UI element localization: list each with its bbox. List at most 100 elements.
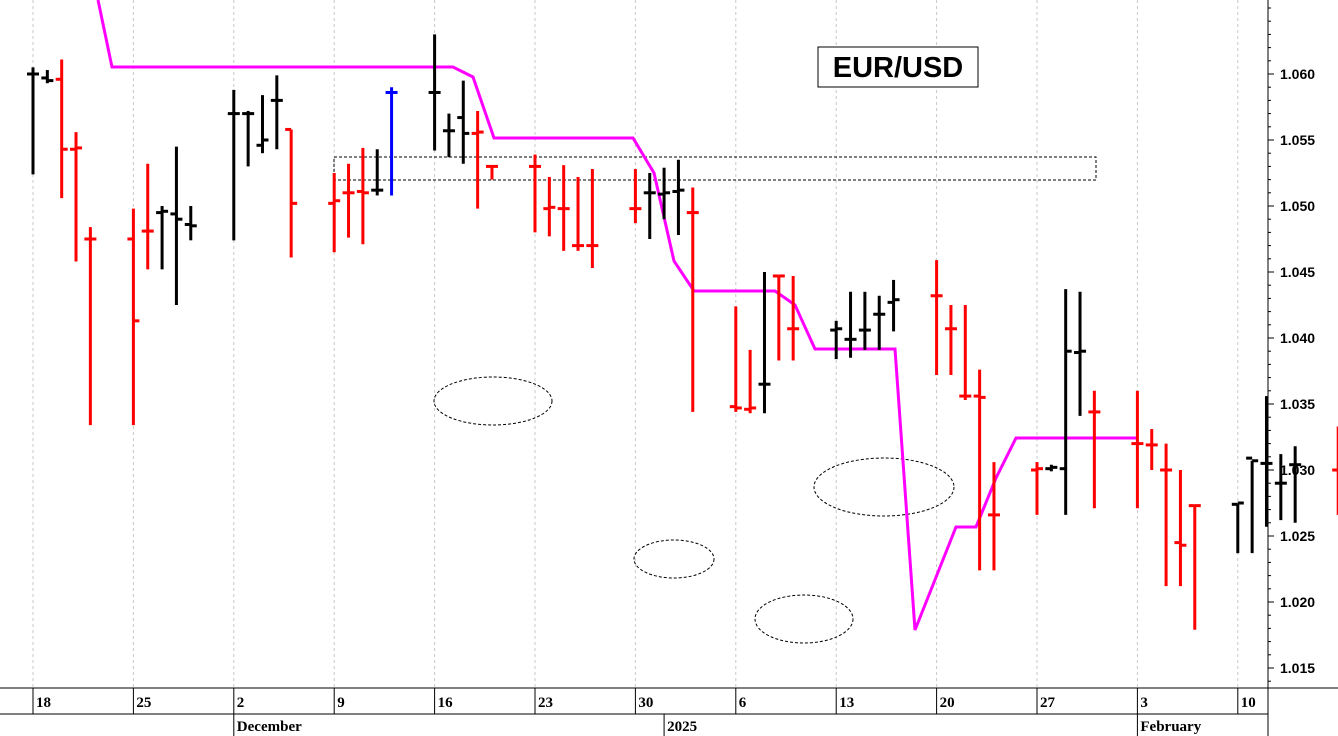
ohlc-bar-2024-12-03 [242,110,255,167]
x-tick-label-5: 23 [538,695,553,711]
chart-title: EUR/USD [833,52,964,84]
ohlc-bar-2025-01-23 [973,369,986,571]
stop-line-layer [96,0,1136,631]
ohlc-bar-2024-12-18 [457,80,470,164]
ohlc-bar-2025-02-14 [1289,446,1302,523]
ohlc-bar-2024-12-17 [442,113,455,158]
ohlc-bar-2024-11-20 [55,59,68,199]
y-tick-label-9: 1.060 [1280,66,1315,82]
ohlc-bar-2024-12-11 [356,147,369,245]
ohlc-bar-2025-01-10 [787,275,800,361]
x-tick-label-7: 6 [739,695,747,711]
ohlc-bar-2024-11-18 [27,67,39,175]
ohlc-bar-2024-12-31 [643,173,656,239]
ohlc-bar-2025-02-10 [1231,501,1244,554]
ohlc-bar-2024-12-10 [342,163,355,238]
ohlc-bar-2024-11-19 [41,70,54,84]
ohlc-bar-2024-12-27 [586,169,599,269]
ohlc-bar-2024-11-29 [184,206,197,241]
x-tick-label-9: 20 [940,695,955,711]
annotation-layer [333,156,1097,644]
title-frame [817,46,979,88]
y-tick-label-5: 1.040 [1280,330,1315,346]
x-tick-label-11: 3 [1140,695,1148,711]
low-circle-2 [633,539,715,579]
ohlc-bar-2025-02-05 [1160,443,1173,587]
ohlc-bar-2025-01-06 [729,306,742,412]
ohlc-bar-2025-02-17 [1332,426,1338,515]
ohlc-bar-2024-12-23 [529,154,541,233]
y-tick-label-1: 1.020 [1280,594,1315,610]
low-circle-1 [433,376,553,426]
y-tick-label-3: 1.030 [1280,462,1315,478]
y-tick-label-0: 1.015 [1280,660,1315,676]
ohlc-bars [27,34,1338,630]
ohlc-bar-2024-12-26 [572,176,585,251]
ohlc-bar-2025-02-03 [1131,390,1144,509]
ohlc-bar-2024-12-06 [285,127,298,258]
month-label-1: 2025 [667,719,697,735]
ohlc-bar-2025-01-01 [658,167,671,220]
ohlc-bar-2024-12-04 [256,95,269,154]
ohlc-bar-2025-01-15 [858,291,871,350]
x-tick-label-1: 25 [136,695,151,711]
ohlc-bar-2025-01-16 [873,295,886,350]
ohlc-bar-2024-12-20 [485,164,498,180]
x-tick-label-0: 18 [36,695,51,711]
ohlc-bar-2025-02-04 [1145,429,1158,470]
ohlc-bar-2024-12-09 [328,173,341,253]
x-tick-label-3: 9 [337,695,345,711]
x-tick-label-10: 27 [1040,695,1056,711]
ohlc-bar-2025-01-08 [758,272,771,414]
ohlc-bar-2025-01-03 [686,187,699,412]
ohlc-bar-2024-12-05 [270,75,283,150]
ohlc-bar-2024-12-13 [385,87,398,196]
ohlc-bar-2025-01-17 [887,279,900,332]
ohlc-bar-2024-12-24 [543,176,556,237]
x-tick-label-4: 16 [438,695,454,711]
x-tick-label-6: 30 [638,695,653,711]
ohlc-bar-2025-02-11 [1246,456,1259,554]
ohlc-bar-2024-11-27 [156,206,169,270]
ohlc-bar-2024-11-26 [141,163,154,270]
ohlc-bar-2025-01-24 [987,462,1000,571]
ohlc-bar-2024-11-22 [84,227,97,426]
ohlc-bar-2024-12-02 [227,89,240,241]
ohlc-bar-2025-01-02 [672,159,685,236]
y-tick-label-6: 1.045 [1280,264,1315,280]
ohlc-bar-2025-01-28 [1045,464,1058,472]
ohlc-bar-2024-12-30 [629,169,642,224]
ohlc-bar-2024-11-28 [170,146,183,305]
resistance-zone-box [333,156,1097,181]
ohlc-bar-2025-01-21 [944,305,957,375]
month-label-2: February [1140,719,1201,735]
grid-lines [32,0,1239,688]
ohlc-bar-2024-12-12 [371,149,384,196]
ohlc-bar-2025-01-27 [1031,462,1043,515]
ohlc-bar-2025-01-30 [1074,291,1087,416]
x-tick-label-12: 10 [1241,695,1256,711]
ohlc-bar-2025-01-14 [844,291,857,358]
ohlc-bar-2025-01-20 [930,260,943,375]
ohlc-bar-2025-02-13 [1274,454,1287,521]
x-tick-label-2: 2 [237,695,245,711]
stop-line [96,0,1136,631]
ohlc-bar-2024-12-16 [428,34,441,151]
month-label-0: December [237,719,302,735]
ohlc-bar-2025-01-09 [772,274,785,361]
ohlc-bar-2025-01-13 [830,320,843,360]
ohlc-bar-2025-02-06 [1174,470,1187,587]
y-tick-label-2: 1.025 [1280,528,1315,544]
ohlc-bar-2025-01-31 [1088,390,1101,509]
ohlc-bar-2024-11-25 [127,208,140,426]
y-tick-label-4: 1.035 [1280,396,1315,412]
ohlc-bar-2024-11-21 [70,132,83,262]
low-circle-3 [754,594,854,644]
ohlc-bar-2025-01-29 [1059,289,1072,515]
title-box: EUR/USD [817,46,979,88]
ohlc-bar-2024-12-25 [557,165,570,251]
y-tick-label-7: 1.050 [1280,198,1315,214]
